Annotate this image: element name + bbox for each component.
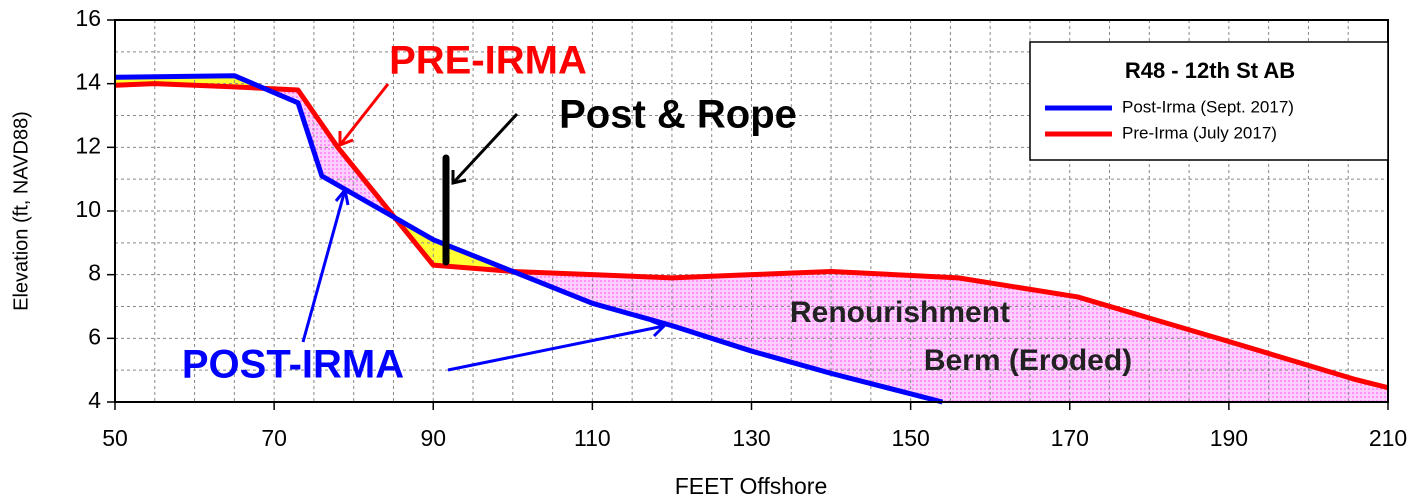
y-tick-label: 16 [75, 5, 101, 31]
y-tick-label: 4 [88, 387, 101, 413]
series-line [114, 73, 944, 405]
annotation: POST-IRMA [182, 343, 404, 387]
legend-title: R48 - 12th St AB [1125, 58, 1295, 83]
annotation: PRE-IRMA [389, 39, 587, 83]
x-tick-label: 70 [261, 425, 287, 451]
y-axis-label: Elevation (ft, NAVD88) [10, 111, 32, 311]
x-tick-label: 170 [1051, 425, 1089, 451]
x-axis-label: FEET Offshore [675, 473, 828, 499]
arrows [301, 83, 667, 372]
annotation: Post & Rope [559, 93, 797, 137]
legend: R48 - 12th St AB Post-Irma (Sept. 2017) P… [1029, 41, 1389, 161]
legend-label: Pre-Irma (July 2017) [1122, 123, 1277, 142]
annotation: Berm (Eroded) [924, 344, 1132, 377]
y-tick-label: 10 [75, 196, 101, 222]
x-tick-label: 110 [574, 425, 611, 451]
plot-frame [114, 19, 1389, 403]
y-tick-label: 6 [88, 323, 101, 349]
x-tick-label: 50 [102, 425, 128, 451]
x-tick-label: 130 [732, 425, 770, 451]
x-tick-label: 190 [1210, 425, 1248, 451]
y-tick-label: 12 [75, 132, 101, 158]
x-tick-label: 210 [1369, 425, 1407, 451]
annotation: Renourishment [790, 296, 1010, 329]
accreted-area [115, 75, 943, 388]
x-tick-label: 150 [891, 425, 929, 451]
legend-box [1029, 41, 1389, 161]
y-tick-label: 8 [88, 260, 101, 286]
y-tick-label: 14 [75, 69, 101, 95]
x-tick-label: 90 [420, 425, 446, 451]
legend-label: Post-Irma (Sept. 2017) [1122, 97, 1294, 116]
